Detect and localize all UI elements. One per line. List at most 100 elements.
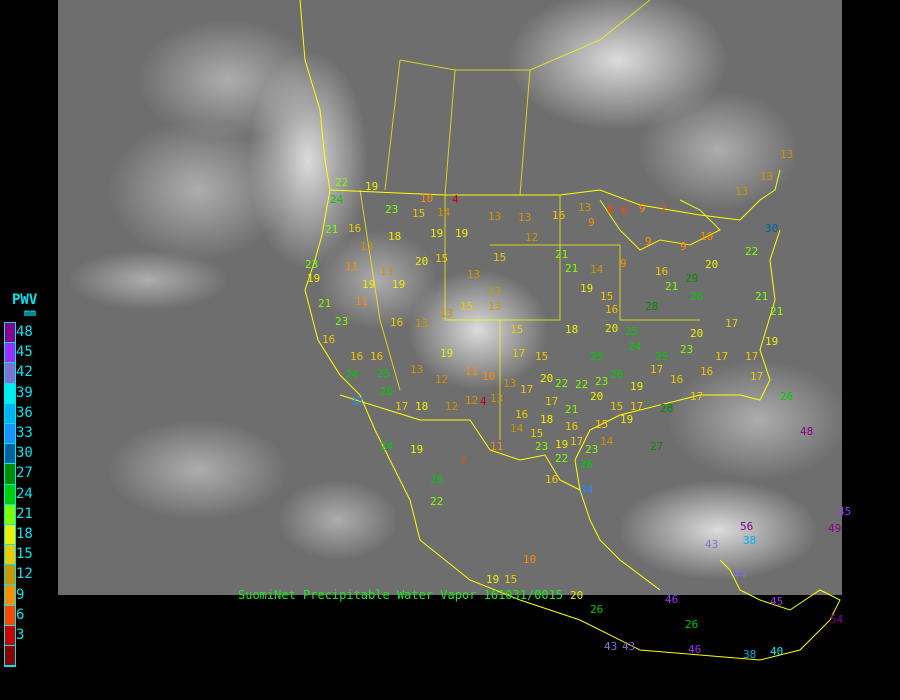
- station-value: 46: [688, 643, 701, 656]
- station-value: 14: [437, 206, 451, 219]
- gulf-coastline: [574, 229, 781, 491]
- station-value: 16: [370, 350, 383, 363]
- station-value: 19: [455, 227, 468, 240]
- canada-provinces: [384, 59, 401, 191]
- legend-label: 39: [16, 384, 33, 401]
- us-mexico-border: [339, 394, 581, 491]
- station-value: 11: [345, 260, 358, 273]
- station-value: 25: [625, 325, 638, 338]
- station-value: 19: [555, 438, 568, 451]
- station-value: 9: [645, 235, 652, 248]
- station-value: 18: [565, 323, 578, 336]
- station-value: 16: [515, 408, 528, 421]
- station-value: 19: [392, 278, 405, 291]
- station-value: 20: [605, 322, 618, 335]
- legend-color-bar: [4, 322, 16, 668]
- legend-label: 48: [16, 324, 33, 340]
- station-value: 23: [305, 258, 318, 271]
- pacific-coastline: [299, 0, 421, 541]
- station-value: 16: [605, 303, 618, 316]
- station-value: 20: [415, 255, 428, 268]
- station-value: 48: [800, 425, 813, 438]
- station-value: 13: [735, 185, 748, 198]
- station-value: 45: [838, 505, 851, 518]
- legend-label: 18: [16, 526, 33, 542]
- station-value: 16: [565, 420, 578, 433]
- station-value: 21: [565, 403, 578, 416]
- station-value: 54: [830, 613, 844, 626]
- station-value: 16: [552, 209, 565, 222]
- station-value: 4: [480, 395, 487, 408]
- station-value: 30: [765, 222, 778, 235]
- station-value: 14: [590, 263, 604, 276]
- station-value: 12: [445, 400, 458, 413]
- station-value: 16: [348, 222, 361, 235]
- station-value: 15: [412, 207, 425, 220]
- station-value: 16: [350, 350, 363, 363]
- station-value: 26: [690, 290, 703, 303]
- canada-provinces: [519, 69, 531, 196]
- station-value: 23: [385, 203, 398, 216]
- station-value: 26: [685, 618, 698, 631]
- station-value: 7: [460, 455, 467, 468]
- station-value: 21: [770, 305, 783, 318]
- station-value: 13: [488, 210, 501, 223]
- legend-label: 36: [16, 404, 33, 421]
- station-value: 19: [765, 335, 778, 348]
- station-value: 28: [645, 300, 658, 313]
- station-value: 13: [488, 285, 501, 298]
- station-value: 15: [435, 252, 448, 265]
- station-value: 9: [588, 216, 595, 229]
- station-value: 49: [828, 522, 841, 535]
- pwv-legend: PWV mm 48 45 42 39 36 33 30 27 24 21 18 15 12 9 6 3: [2, 292, 42, 692]
- station-value: 13: [518, 211, 531, 224]
- station-value: 23: [335, 315, 348, 328]
- station-value: 17: [520, 383, 533, 396]
- station-value: 17: [690, 390, 703, 403]
- station-value: 25: [655, 350, 668, 363]
- station-value: 34: [580, 483, 594, 496]
- map-caption: SuomiNet Precipitable Water Vapor 161031…: [238, 588, 564, 602]
- station-value: 19: [365, 180, 378, 193]
- station-value: 17: [715, 350, 728, 363]
- station-value: 38: [743, 534, 756, 547]
- legend-label: 3: [16, 627, 25, 643]
- great-lakes: [599, 199, 721, 251]
- state-lines: [490, 244, 700, 321]
- station-value: 8: [607, 203, 614, 216]
- station-value: 9: [680, 240, 687, 253]
- station-value: 22: [430, 495, 443, 508]
- station-value: 13: [380, 265, 393, 278]
- canada-provinces: [399, 0, 651, 71]
- station-value: 18: [388, 230, 401, 243]
- station-value: 23: [535, 440, 548, 453]
- station-value: 23: [595, 375, 608, 388]
- station-value: 33: [350, 395, 363, 408]
- station-value: 17: [395, 400, 408, 413]
- station-value: 10: [420, 192, 433, 205]
- station-value: 13: [488, 300, 501, 313]
- legend-label: 27: [16, 465, 33, 482]
- station-value: 24: [380, 440, 394, 453]
- station-value: 15: [530, 427, 543, 440]
- station-value: 15: [493, 251, 506, 264]
- station-value: 27: [650, 440, 663, 453]
- station-value: 15: [460, 300, 473, 313]
- legend-swatch: [5, 403, 15, 424]
- station-value: 21: [565, 262, 578, 275]
- legend-swatch: [5, 524, 15, 546]
- station-value: 26: [590, 603, 603, 616]
- station-value: 44: [733, 568, 747, 581]
- station-value: 19: [580, 282, 593, 295]
- station-value: 18: [415, 400, 428, 413]
- legend-swatch: [5, 545, 15, 566]
- station-value: 15: [600, 290, 613, 303]
- legend-label: 15: [16, 546, 33, 563]
- station-value: 17: [650, 363, 663, 376]
- state-lines: [444, 195, 561, 321]
- station-value: 19: [630, 380, 643, 393]
- station-value: 15: [595, 418, 608, 431]
- legend-swatch: [5, 646, 15, 667]
- station-value: 22: [335, 176, 348, 189]
